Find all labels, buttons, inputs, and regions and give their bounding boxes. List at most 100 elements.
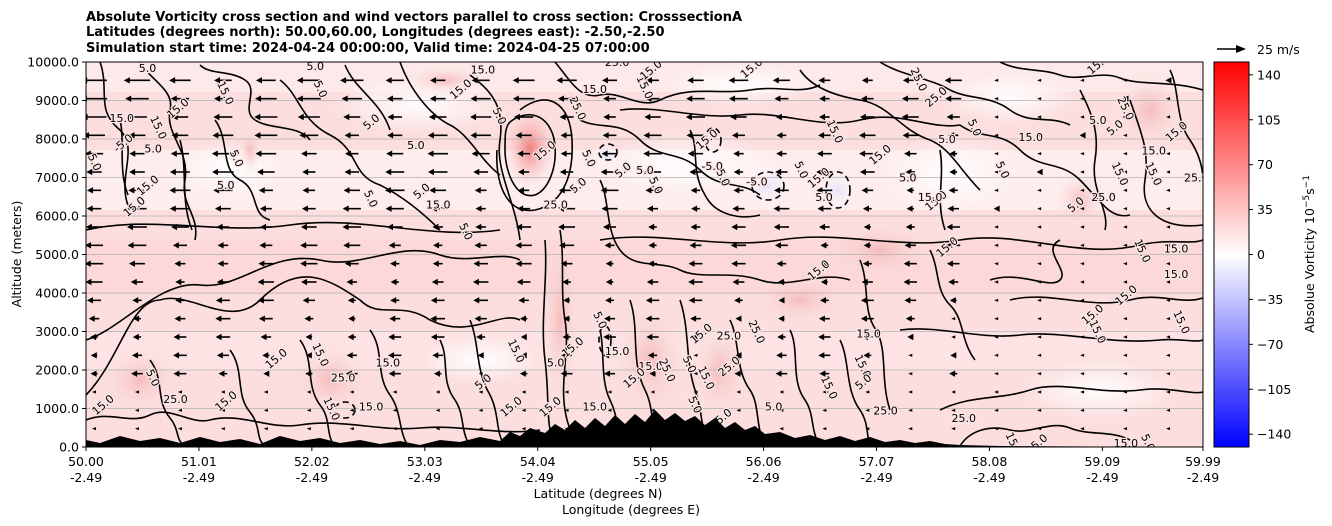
- wind-arrow: [948, 278, 959, 286]
- wind-arrow: [512, 95, 535, 102]
- contour-line: [439, 339, 471, 447]
- wind-arrow: [302, 168, 316, 176]
- wind-arrow: [216, 352, 229, 359]
- wind-arrow: [816, 168, 833, 176]
- wind-arrow: [388, 370, 401, 377]
- wind-arrow: [1080, 78, 1085, 82]
- wind-arrow: [343, 242, 361, 249]
- wind-arrow: [1165, 77, 1172, 84]
- wind-arrow: [257, 168, 275, 176]
- wind-arrow: [646, 278, 659, 286]
- wind-arrow: [908, 408, 913, 412]
- x-tick-label-lon: -2.49: [183, 470, 215, 485]
- wind-arrow: [134, 408, 139, 412]
- wind-arrow: [602, 77, 618, 84]
- contour-label: 15.0: [359, 401, 384, 414]
- colorbar-tick-label: 70: [1257, 157, 1273, 172]
- wind-arrow: [217, 260, 229, 267]
- contour-lines: [86, 62, 1203, 447]
- contour-line: [599, 179, 851, 284]
- contour-label-group: 5.0: [635, 163, 655, 179]
- wind-arrow: [643, 150, 662, 157]
- wind-arrow: [994, 427, 999, 431]
- wind-arrow: [601, 205, 618, 212]
- wind-arrow: [129, 168, 145, 176]
- wind-arrow: [472, 278, 489, 286]
- wind-arrow: [822, 427, 827, 431]
- contour-label: 25.0: [331, 372, 356, 385]
- contour-label: 15.0: [426, 198, 451, 211]
- wind-arrow: [861, 95, 874, 102]
- contour-label-group: 15.0: [581, 82, 608, 98]
- wind-arrow: [951, 408, 956, 412]
- wind-arrow: [693, 353, 698, 357]
- wind-arrow: [297, 113, 320, 121]
- wind-arrow: [1166, 427, 1171, 431]
- wind-arrow: [865, 390, 870, 394]
- wind-arrow: [645, 95, 660, 102]
- wind-arrow: [474, 315, 487, 322]
- wind-arrow: [220, 427, 225, 431]
- wind-arrow: [732, 278, 745, 286]
- wind-arrow: [693, 372, 698, 376]
- wind-arrow: [259, 242, 273, 249]
- contour-line: [929, 249, 976, 361]
- wind-arrow: [387, 113, 402, 121]
- wind-arrow: [560, 370, 573, 377]
- wind-arrow: [86, 132, 105, 139]
- wind-arrow: [301, 150, 317, 157]
- wind-arrow: [86, 260, 104, 267]
- y-tick-label: 2000.0: [35, 363, 79, 378]
- wind-arrow: [435, 390, 440, 394]
- wind-arrow: [736, 335, 741, 339]
- contour-label-group: 25.0: [604, 62, 631, 70]
- contour-label: 5.0: [636, 164, 654, 177]
- wind-arrow: [256, 77, 276, 84]
- wind-arrow: [1123, 225, 1128, 229]
- wind-arrow: [563, 315, 570, 322]
- negative-contour: [598, 325, 612, 355]
- wind-arrow: [388, 352, 402, 359]
- contour-label: 5.0: [765, 401, 783, 414]
- contour-label: 5.0: [144, 143, 162, 156]
- contour-label-group: 15.0: [581, 399, 608, 415]
- contour-label: 15.0: [376, 356, 401, 369]
- wind-arrow: [559, 242, 575, 249]
- wind-arrow: [1166, 207, 1171, 211]
- contour-label: 25.0: [1091, 191, 1116, 204]
- wind-arrow: [344, 132, 359, 139]
- wind-arrow: [562, 333, 571, 341]
- wind-arrow: [300, 260, 318, 267]
- x-axis-label-longitude: Longitude (degrees E): [562, 502, 700, 517]
- wind-arrow: [128, 260, 145, 267]
- wind-arrow: [86, 168, 102, 176]
- wind-arrow: [218, 370, 228, 377]
- contour-label: 5.0: [1089, 114, 1107, 127]
- wind-arrow: [259, 205, 272, 212]
- colorbar-tick-label: −35: [1257, 292, 1283, 307]
- wind-arrow: [994, 335, 999, 339]
- wind-arrow: [430, 333, 445, 341]
- contour-line: [999, 62, 1203, 91]
- contour-label-group: 25.0: [162, 392, 189, 408]
- wind-arrow: [304, 315, 314, 322]
- wind-arrow: [260, 223, 272, 231]
- wind-arrow: [173, 370, 187, 377]
- wind-arrow: [1123, 317, 1128, 321]
- contour-label: 15.0: [471, 64, 496, 77]
- contour-label: 5.0: [217, 179, 235, 192]
- contour-label: 15.0: [1142, 145, 1167, 158]
- contour-label: 5.0: [407, 139, 425, 152]
- wind-arrow: [818, 77, 831, 84]
- y-tick-label: 10000.0: [27, 55, 79, 70]
- wind-arrow: [1209, 115, 1213, 118]
- wind-arrow: [296, 77, 321, 84]
- wind-arrow: [473, 168, 489, 176]
- wind-arrow: [211, 150, 234, 157]
- y-tick-label: 7000.0: [35, 170, 79, 185]
- contour-line: [179, 139, 193, 231]
- wind-arrow: [779, 427, 784, 431]
- wind-arrow: [1037, 390, 1042, 394]
- contour-label-group: 15.0: [917, 190, 944, 206]
- wind-arrow: [731, 223, 746, 231]
